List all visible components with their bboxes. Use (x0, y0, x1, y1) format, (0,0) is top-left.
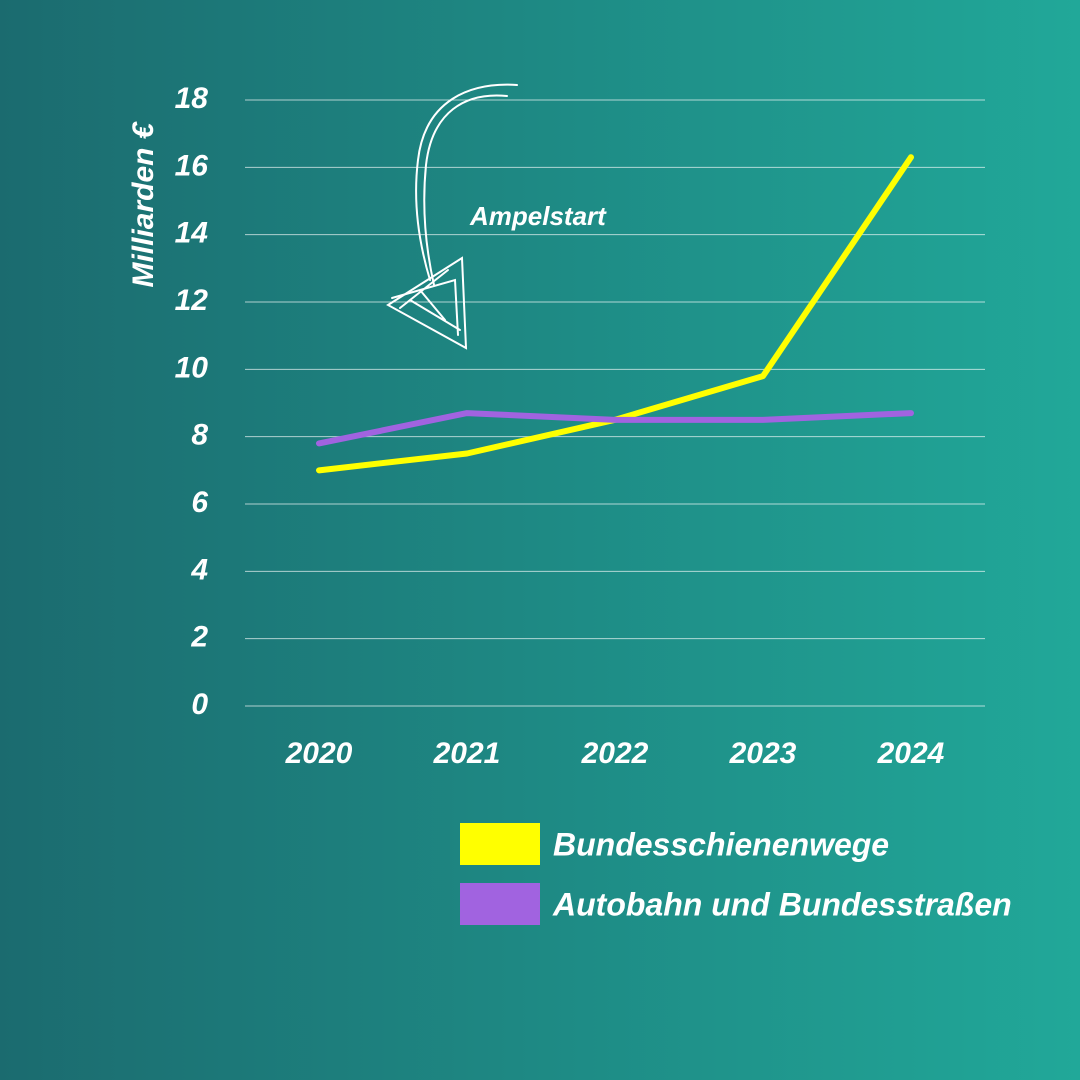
legend-swatch (460, 823, 540, 865)
y-tick-label: 10 (175, 351, 209, 384)
y-tick-label: 14 (175, 217, 209, 250)
x-tick-label: 2024 (877, 737, 945, 770)
y-tick-label: 18 (175, 82, 209, 115)
legend-label: Bundesschienenwege (553, 826, 889, 862)
x-tick-label: 2020 (285, 737, 353, 770)
y-tick-label: 0 (191, 688, 208, 721)
y-tick-label: 4 (190, 553, 208, 586)
y-axis-label: Milliarden € (127, 121, 160, 287)
y-tick-label: 8 (191, 419, 208, 452)
x-tick-label: 2021 (433, 737, 501, 770)
y-tick-label: 2 (190, 621, 208, 654)
y-tick-label: 6 (191, 486, 208, 519)
legend-swatch (460, 883, 540, 925)
x-tick-label: 2023 (729, 737, 797, 770)
annotation-arrow (386, 83, 518, 350)
y-tick-label: 12 (175, 284, 209, 317)
x-tick-label: 2022 (581, 737, 649, 770)
series-line (316, 410, 914, 447)
y-tick-label: 16 (175, 149, 209, 182)
legend-label: Autobahn und Bundesstraßen (552, 886, 1012, 922)
annotation: Ampelstart (469, 201, 607, 231)
